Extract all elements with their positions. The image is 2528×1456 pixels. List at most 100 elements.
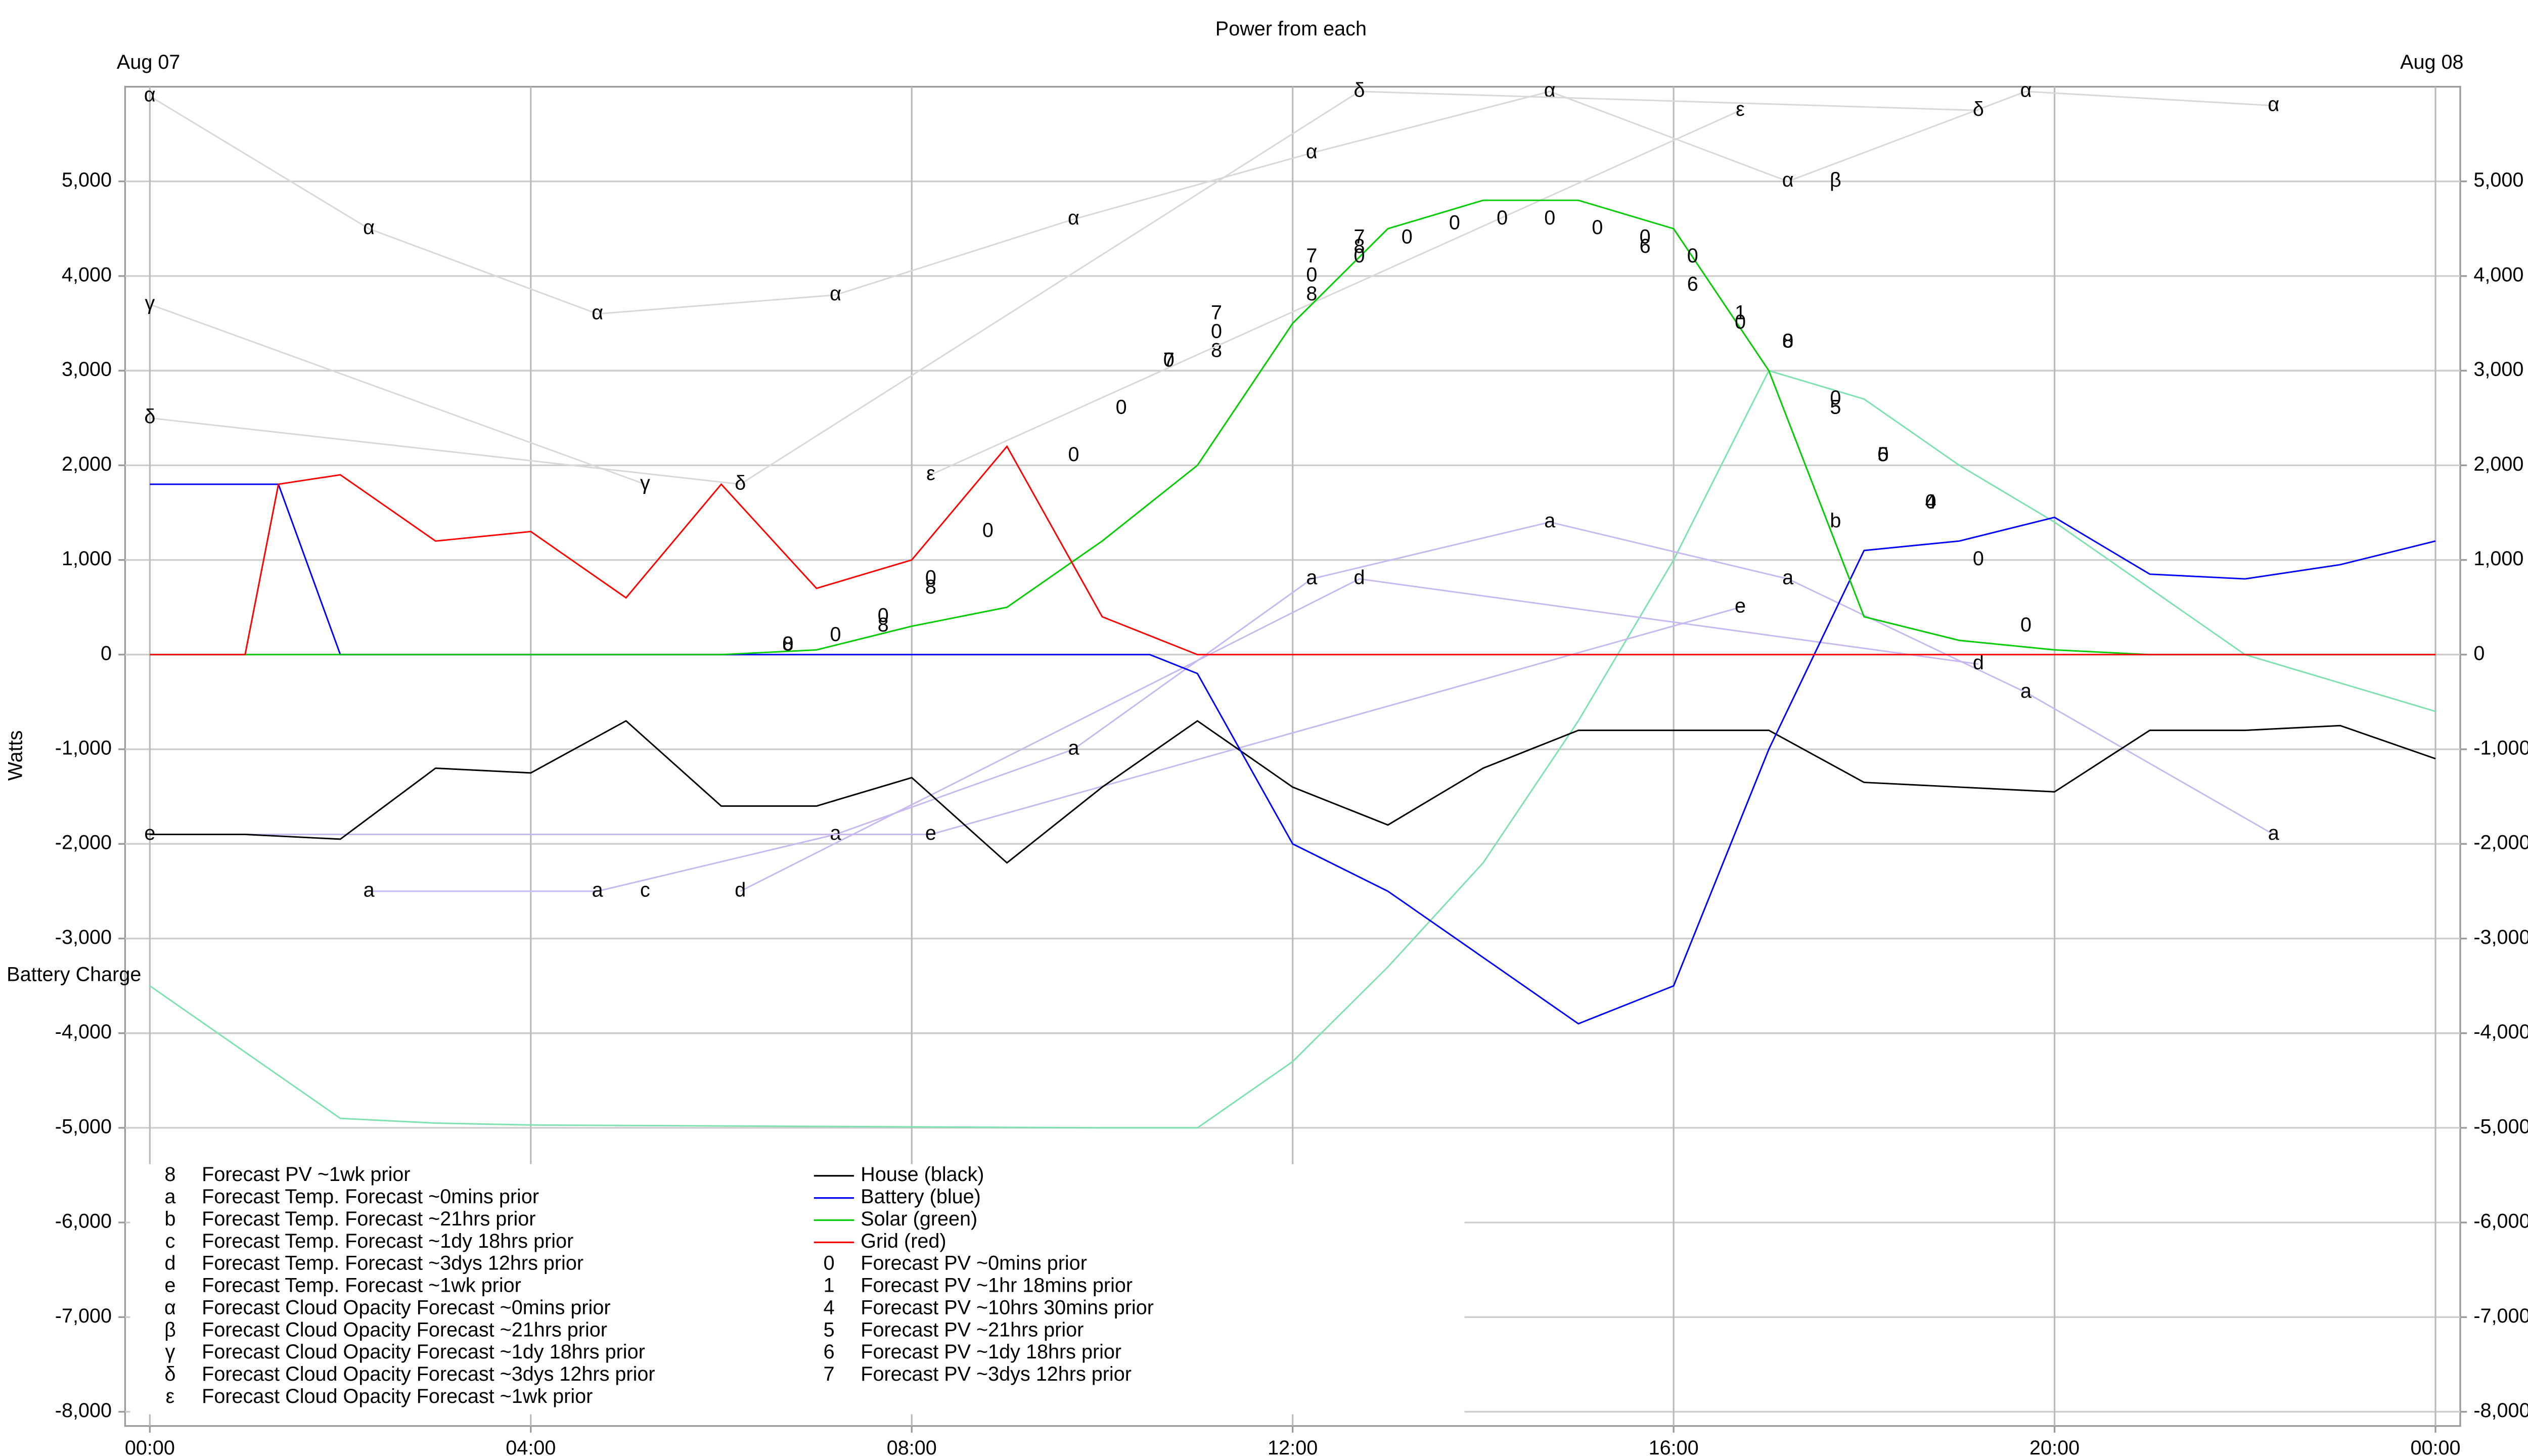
legend-symbol: δ [164,1363,175,1385]
forecast-symbol: 0 [1925,491,1936,513]
y-tick-label: 2,000 [62,453,112,475]
y-tick-label-right: 3,000 [2473,358,2523,381]
y-axis-label: Watts [4,731,26,781]
forecast-symbol: 5 [1878,443,1889,466]
forecast-symbol: 0 [1878,443,1889,466]
battery-charge-line [149,370,2436,1129]
forecast-symbol: 4 [1925,491,1936,513]
forecast-symbol: a [1306,567,1318,589]
forecast-symbol: 0 [1211,321,1222,343]
x-tick-label: 00:00 [2410,1437,2460,1456]
legend-symbol: c [165,1230,175,1252]
forecast-symbol: d [1354,567,1365,589]
forecast-symbol: 0 [982,519,994,541]
forecast-line [150,606,1741,836]
x-tick-label: 08:00 [887,1437,937,1456]
forecast-symbol: 7 [1306,245,1317,267]
forecast-symbol: a [364,879,375,901]
y-tick-label-right: -6,000 [2473,1210,2528,1233]
forecast-symbol: δ [1973,98,1984,120]
legend-label: Forecast Cloud Opacity Forecast ~1wk pri… [202,1385,593,1407]
legend-label: Forecast PV ~10hrs 30mins prior [861,1296,1154,1318]
forecast-symbol: 0 [1830,387,1841,409]
legend-label: Forecast PV ~0mins prior [861,1252,1087,1275]
forecast-symbol: 0 [1735,311,1746,333]
legend-label: Forecast PV ~3dys 12hrs prior [861,1363,1132,1385]
legend-symbol: 0 [824,1252,835,1275]
forecast-symbol: α [830,283,841,305]
y-tick-label: 1,000 [62,548,112,570]
legend-box [130,1164,1465,1415]
forecast-symbol: a [1068,737,1079,759]
forecast-symbol: 8 [878,614,889,636]
y-tick-label-right: 2,000 [2473,453,2523,475]
forecast-symbol: δ [1354,79,1365,101]
y-tick-label: 4,000 [62,263,112,286]
forecast-symbol: α [1306,141,1318,163]
legend-label: Forecast PV ~21hrs prior [861,1318,1084,1341]
forecast-symbol: 8 [1782,330,1793,352]
forecast-symbol: 0 [925,567,936,589]
legend-symbol: d [164,1252,175,1275]
forecast-symbol: d [1973,652,1984,674]
forecast-symbol: a [830,822,842,844]
forecast-symbol: 0 [1592,216,1603,239]
legend-label: Forecast Temp. Forecast ~3dys 12hrs prio… [202,1252,583,1275]
forecast-line [149,90,2274,315]
forecast-symbol: ε [926,463,935,485]
forecast-symbol: 0 [1782,330,1793,352]
forecast-symbol: 8 [1354,235,1365,257]
forecast-line [149,303,646,485]
y-tick-label-right: 5,000 [2473,169,2523,191]
legend-label: House (black) [861,1163,984,1186]
legend-label: Grid (red) [861,1230,946,1252]
forecast-symbol: 0 [2020,614,2032,636]
legend-label: Forecast PV ~1wk prior [202,1163,410,1186]
y-tick-label: -2,000 [55,832,112,854]
x-tick-label: 12:00 [1268,1437,1318,1456]
legend-label: Forecast Cloud Opacity Forecast ~21hrs p… [202,1318,607,1341]
forecast-symbol: 8 [925,576,936,598]
forecast-symbol: α [2268,93,2279,115]
legend-symbol: γ [165,1341,175,1363]
forecast-line [930,109,1741,476]
forecast-symbol: γ [145,292,155,314]
forecast-symbol: a [1544,510,1556,532]
chart-title: Power from each [1215,18,1367,40]
x-tick-label: 00:00 [125,1437,175,1456]
y-tick-label: -4,000 [55,1021,112,1043]
forecast-symbol: ε [1736,98,1745,120]
y-tick-label: 5,000 [62,169,112,191]
forecast-symbol: 5 [1830,396,1841,419]
forecast-symbol: 8 [782,633,793,655]
legend-symbol: 6 [824,1341,835,1363]
forecast-symbol: α [1068,207,1079,229]
legend-symbol: e [164,1275,175,1297]
forecast-symbol: 1 [1735,301,1746,324]
y-tick-label-right: 1,000 [2473,548,2523,570]
series-line [150,445,2436,656]
legend-label: Battery (blue) [861,1186,981,1208]
forecast-symbol: a [1782,567,1794,589]
forecast-symbol: 0 [1640,226,1651,248]
series-line [150,720,2436,864]
y-tick-label-right: 0 [2473,642,2485,664]
forecast-symbol: d [735,879,746,901]
forecast-symbol: 6 [1640,235,1651,257]
x-tick-label: 04:00 [506,1437,556,1456]
forecast-symbol: δ [735,472,746,494]
forecast-line [150,90,1978,485]
forecast-symbol: 8 [1306,283,1317,305]
forecast-symbol: 0 [878,604,889,626]
y-tick-label-right: -7,000 [2473,1305,2528,1327]
forecast-symbol: 0 [1687,245,1698,267]
forecast-symbol: α [363,216,375,239]
forecast-symbol: 0 [1449,211,1460,234]
forecast-symbol: 0 [1402,226,1413,248]
forecast-symbol: 7 [1354,226,1365,248]
forecast-symbol: α [144,84,156,106]
date-start: Aug 07 [117,51,180,73]
forecast-symbol: 7 [1211,301,1222,324]
series-line [150,199,2436,656]
legend-symbol: ε [166,1385,175,1407]
